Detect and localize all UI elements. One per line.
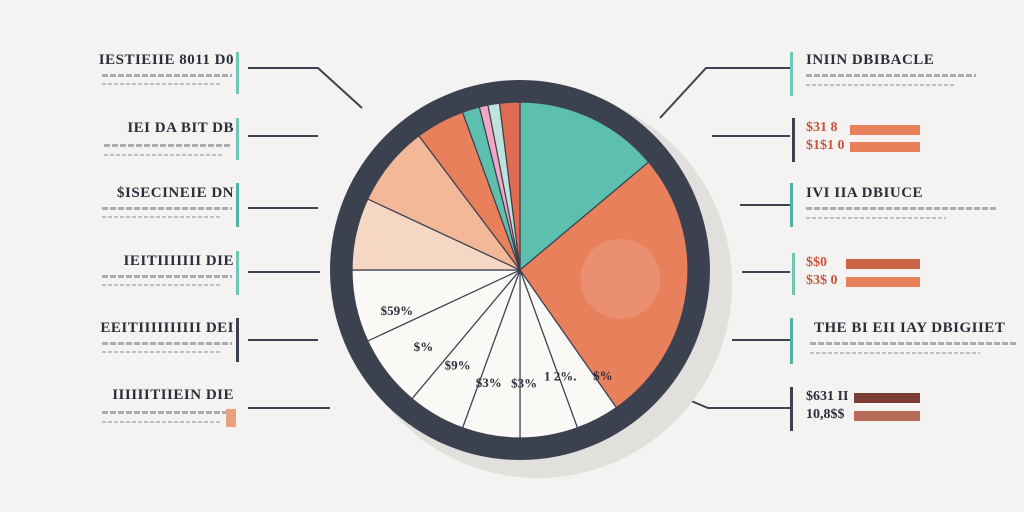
right-callout-title: INIIN DBIBACLE (806, 52, 935, 68)
pie-slice-label: $% (414, 339, 434, 354)
right-callout-value: $31 8 (806, 120, 838, 135)
pie-slices (330, 80, 732, 478)
value-bar (854, 411, 920, 421)
callout-subtext (102, 275, 232, 278)
pie-slice-label: 1 2%. (544, 369, 577, 384)
pie-slice-label: $% (593, 368, 613, 383)
value-bar (846, 259, 920, 269)
right-callout-3: IVI IIA DBIUCE (788, 183, 1008, 228)
left-callout-title: IESTIEIIE 8011 D0 (98, 52, 234, 68)
callout-accent (236, 318, 239, 362)
callout-accent (790, 387, 793, 431)
callout-subtext (102, 216, 222, 218)
callout-subtext (104, 144, 230, 147)
right-callout-5: THE BI EII IAY DBIGIIET (788, 318, 1024, 364)
pie-slice-label: $59% (381, 303, 414, 318)
callout-accent (226, 409, 236, 427)
right-callout-value: $3$ 0 (806, 273, 838, 288)
leader-line (659, 67, 790, 119)
callout-accent (236, 251, 239, 295)
callout-accent (790, 183, 793, 227)
callout-subtext (806, 84, 956, 86)
left-callout-3: $ISECINEIE DN (98, 183, 248, 228)
callout-accent (790, 318, 793, 364)
callout-subtext (102, 284, 222, 286)
callout-subtext (102, 74, 232, 77)
right-callout-title: IVI IIA DBIUCE (806, 185, 924, 201)
left-callout-4: IEITIIIIIII DIE (98, 251, 248, 296)
callout-subtext (102, 207, 232, 210)
callout-subtext (810, 352, 980, 354)
left-callout-5: EEITIIIIIIIIII DEI (98, 318, 248, 363)
callout-subtext (104, 154, 224, 156)
slice-highlight (580, 238, 661, 319)
callout-accent (236, 118, 239, 160)
left-callout-2: IEI DA BIT DB (98, 118, 248, 163)
value-bar (850, 142, 920, 152)
left-callout-title: IEITIIIIIII DIE (123, 253, 234, 269)
pie-slice-label: $9% (445, 358, 471, 373)
pie-slice (498, 101, 521, 271)
right-callout-title: THE BI EII IAY DBIGIIET (814, 320, 1006, 336)
callout-subtext (102, 83, 222, 85)
right-callout-2: $31 8 $1$1 0 (788, 118, 988, 163)
left-callout-title: EEITIIIIIIIIII DEI (100, 320, 234, 336)
right-callout-value: $$0 (806, 255, 827, 270)
callout-accent (790, 52, 793, 96)
callout-subtext (806, 217, 946, 219)
right-callout-value: $631 II (806, 389, 849, 404)
value-bar (846, 277, 920, 287)
callout-accent (792, 253, 795, 295)
pie-slice-labels: $59% $% $9% $3% $3% 1 2%. $% (381, 303, 613, 391)
left-callout-6: IIIIIITIIEIN DIE (98, 385, 248, 430)
callout-subtext (810, 342, 1018, 345)
callout-subtext (102, 351, 222, 353)
pie-slice-label: $3% (511, 376, 537, 391)
right-callout-6: $631 II 10,8$$ (788, 385, 988, 431)
right-callout-value: $1$1 0 (806, 138, 845, 153)
pie-slice (519, 101, 650, 272)
callout-subtext (102, 342, 232, 345)
right-callout-value: 10,8$$ (806, 407, 845, 422)
callout-subtext (806, 74, 976, 77)
pie-slice-label: $3% (476, 375, 502, 390)
value-bar (854, 393, 920, 403)
callout-accent (236, 183, 239, 227)
value-bar (850, 125, 920, 135)
callout-subtext (102, 411, 232, 414)
leader-line (248, 67, 363, 109)
pie-slice (519, 161, 689, 409)
left-callout-title: IIIIIITIIEIN DIE (112, 387, 234, 403)
callout-subtext (102, 421, 222, 423)
right-callout-1: INIIN DBIBACLE (788, 50, 988, 96)
left-callout-1: IESTIEIIE 8011 D0 (98, 50, 248, 95)
callout-accent (792, 118, 795, 162)
callout-accent (236, 52, 239, 94)
callout-subtext (806, 207, 996, 210)
left-callout-title: $ISECINEIE DN (117, 185, 234, 201)
right-callout-4: $$0 $3$ 0 (788, 251, 988, 296)
left-callout-title: IEI DA BIT DB (127, 120, 234, 136)
